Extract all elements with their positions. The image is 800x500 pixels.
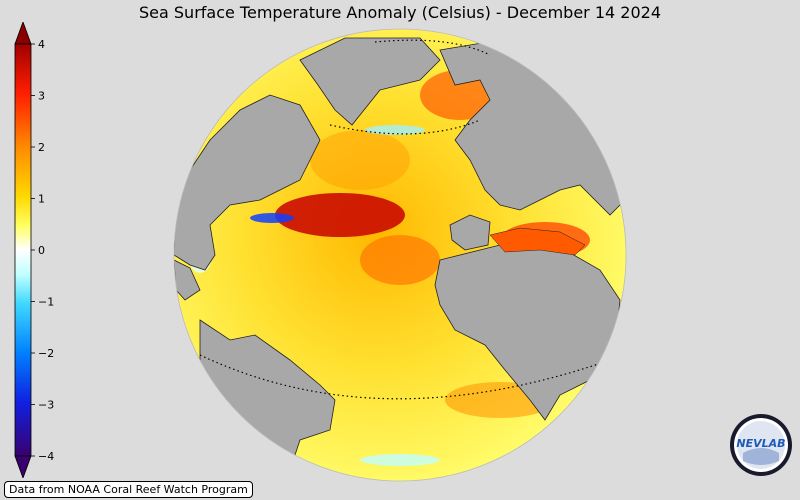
- colorbar-tick-label: −1: [38, 296, 54, 309]
- colorbar-tick-label: −3: [38, 399, 54, 412]
- globe-outline: [173, 28, 627, 482]
- nevlab-logo: NEVLAB: [730, 414, 792, 476]
- logo-text: NEVLAB: [736, 437, 785, 450]
- colorbar-ticks: 4 3 2 1 0 −1 −2 −3 −4: [31, 38, 54, 463]
- mediterranean-sea: [489, 227, 586, 256]
- colorbar-tick-label: 3: [38, 90, 45, 103]
- colorbar-bottom-extension: [14, 455, 32, 478]
- colorbar-tick-label: 1: [38, 193, 45, 206]
- data-credit-label: Data from NOAA Coral Reef Watch Program: [4, 481, 253, 498]
- colorbar-tick-label: 4: [38, 38, 45, 51]
- polar-circle-lines: [199, 39, 611, 400]
- colorbar-tick-label: 2: [38, 141, 45, 154]
- colorbar: 4 3 2 1 0 −1 −2 −3 −4: [14, 22, 54, 478]
- colorbar-tick-label: 0: [38, 244, 45, 257]
- colorbar-tick-label: −2: [38, 347, 54, 360]
- colorbar-tick-label: −4: [38, 450, 54, 463]
- map-title: Sea Surface Temperature Anomaly (Celsius…: [139, 3, 661, 22]
